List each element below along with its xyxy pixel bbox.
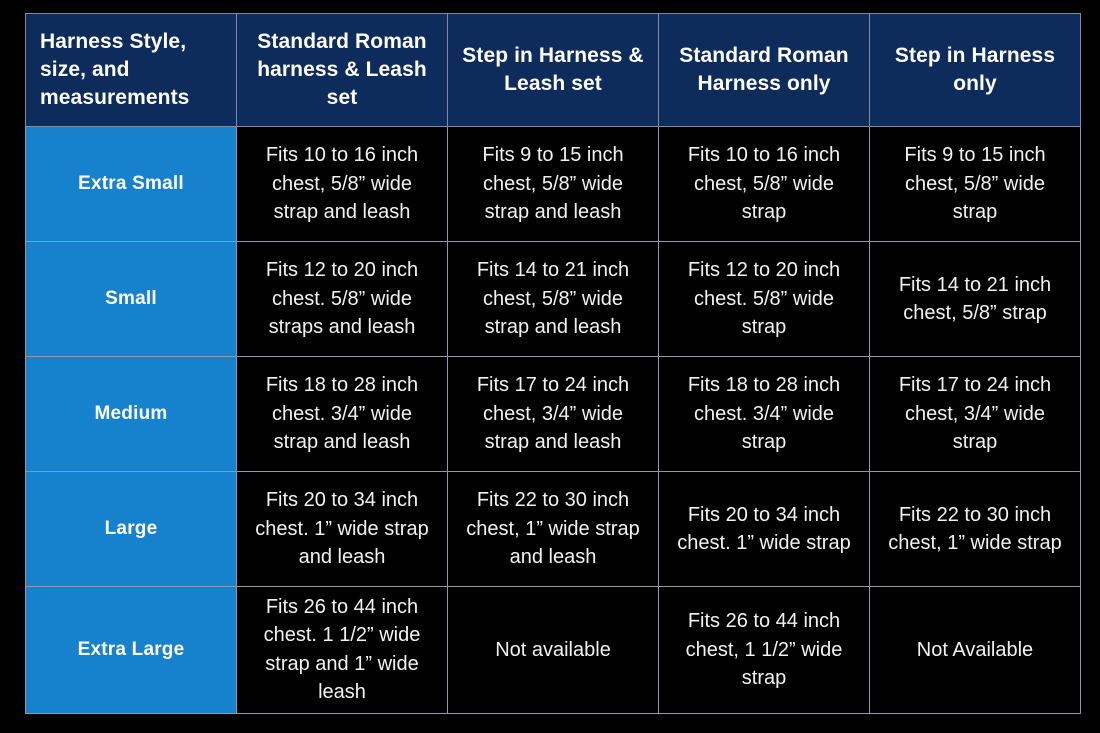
- table-row: Extra Large Fits 26 to 44 inch chest. 1 …: [25, 586, 1081, 714]
- size-label-medium: Medium: [25, 356, 237, 472]
- size-label-small: Small: [25, 241, 237, 357]
- column-header-step-in-harness-only: Step in Harness only: [869, 13, 1081, 127]
- table-row: Medium Fits 18 to 28 inch chest. 3/4” wi…: [25, 356, 1081, 472]
- cell-small-standard-roman-set: Fits 12 to 20 inch chest. 5/8” wide stra…: [236, 241, 448, 357]
- column-header-harness-style: Harness Style, size, and measurements: [25, 13, 237, 127]
- header-row: Harness Style, size, and measurements St…: [25, 13, 1081, 127]
- cell-medium-step-in-set: Fits 17 to 24 inch chest, 3/4” wide stra…: [447, 356, 659, 472]
- harness-size-table: Harness Style, size, and measurements St…: [25, 13, 1081, 714]
- table-row: Small Fits 12 to 20 inch chest. 5/8” wid…: [25, 241, 1081, 357]
- cell-large-step-in-set: Fits 22 to 30 inch chest, 1” wide strap …: [447, 471, 659, 587]
- size-label-extra-large: Extra Large: [25, 586, 237, 714]
- size-chart-container: Harness Style, size, and measurements St…: [25, 13, 1081, 714]
- cell-small-standard-roman-only: Fits 12 to 20 inch chest. 5/8” wide stra…: [658, 241, 870, 357]
- cell-medium-standard-roman-only: Fits 18 to 28 inch chest. 3/4” wide stra…: [658, 356, 870, 472]
- cell-small-step-in-only: Fits 14 to 21 inch chest, 5/8” strap: [869, 241, 1081, 357]
- cell-small-step-in-set: Fits 14 to 21 inch chest, 5/8” wide stra…: [447, 241, 659, 357]
- size-label-large: Large: [25, 471, 237, 587]
- column-header-standard-roman-harness-only: Standard Roman Harness only: [658, 13, 870, 127]
- cell-extra-small-standard-roman-only: Fits 10 to 16 inch chest, 5/8” wide stra…: [658, 126, 870, 242]
- table-header: Harness Style, size, and measurements St…: [25, 13, 1081, 127]
- cell-large-step-in-only: Fits 22 to 30 inch chest, 1” wide strap: [869, 471, 1081, 587]
- cell-extra-large-step-in-only: Not Available: [869, 586, 1081, 714]
- size-label-extra-small: Extra Small: [25, 126, 237, 242]
- cell-large-standard-roman-only: Fits 20 to 34 inch chest. 1” wide strap: [658, 471, 870, 587]
- cell-extra-large-standard-roman-only: Fits 26 to 44 inch chest, 1 1/2” wide st…: [658, 586, 870, 714]
- cell-extra-small-step-in-set: Fits 9 to 15 inch chest, 5/8” wide strap…: [447, 126, 659, 242]
- column-header-step-in-harness-leash-set: Step in Harness & Leash set: [447, 13, 659, 127]
- table-body: Extra Small Fits 10 to 16 inch chest, 5/…: [25, 126, 1081, 714]
- table-row: Large Fits 20 to 34 inch chest. 1” wide …: [25, 471, 1081, 587]
- table-row: Extra Small Fits 10 to 16 inch chest, 5/…: [25, 126, 1081, 242]
- cell-medium-step-in-only: Fits 17 to 24 inch chest, 3/4” wide stra…: [869, 356, 1081, 472]
- cell-extra-small-step-in-only: Fits 9 to 15 inch chest, 5/8” wide strap: [869, 126, 1081, 242]
- cell-medium-standard-roman-set: Fits 18 to 28 inch chest. 3/4” wide stra…: [236, 356, 448, 472]
- cell-extra-large-step-in-set: Not available: [447, 586, 659, 714]
- column-header-standard-roman-harness-leash-set: Standard Roman harness & Leash set: [236, 13, 448, 127]
- cell-extra-large-standard-roman-set: Fits 26 to 44 inch chest. 1 1/2” wide st…: [236, 586, 448, 714]
- cell-extra-small-standard-roman-set: Fits 10 to 16 inch chest, 5/8” wide stra…: [236, 126, 448, 242]
- cell-large-standard-roman-set: Fits 20 to 34 inch chest. 1” wide strap …: [236, 471, 448, 587]
